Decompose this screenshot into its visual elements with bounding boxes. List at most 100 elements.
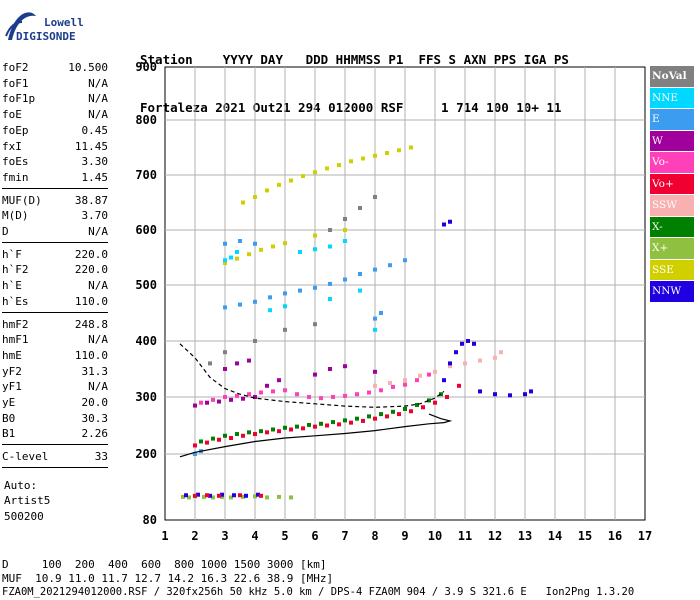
data-point [388,381,392,385]
param-row: fmin 1.45 [2,170,108,185]
data-point [463,361,467,366]
data-point [355,416,359,421]
data-point [205,493,209,498]
param-key: foF2 [2,61,29,74]
data-point [343,217,347,221]
data-point [283,425,287,430]
data-point [325,423,329,428]
legend-item: E [650,109,694,131]
param-value: 2.26 [81,427,109,441]
data-point [223,350,227,355]
data-point [265,495,269,500]
data-point [259,247,263,252]
param-separator [2,311,108,313]
data-point [379,412,383,417]
data-point [283,291,287,296]
param-key: fmin [2,170,29,184]
header-line1: Station YYYY DAY DDD HHMMSS P1 FFS S AXN… [140,52,569,67]
data-point [367,414,371,419]
data-point [493,392,497,397]
data-point [442,378,446,383]
data-point [298,288,302,293]
data-point [277,494,281,499]
param-separator [2,241,108,243]
y-tick-label: 80 [143,513,157,527]
data-point [313,322,317,327]
param-row: h`F2 220.0 [2,262,108,277]
data-point [529,389,533,394]
data-point [277,378,281,383]
x-tick-label: 6 [311,529,318,543]
data-point [289,495,293,500]
data-point [361,418,365,423]
data-point [205,440,209,445]
data-point [433,400,437,405]
param-separator [2,187,108,189]
data-point [223,305,227,310]
data-point [355,392,359,397]
data-point [331,420,335,425]
data-point [307,395,311,399]
param-key: B0 [2,411,16,425]
data-point [373,267,377,272]
param-row: foEs 3.30 [2,154,108,169]
data-point [367,390,371,395]
param-key: foF1p [2,92,36,106]
param-value: 30.3 [81,411,109,425]
data-point [343,228,347,232]
data-point [229,397,233,402]
data-point [493,355,497,360]
data-point [235,256,239,261]
data-point [217,399,221,404]
param-value: 110.0 [74,348,108,362]
data-point [271,244,275,249]
legend-item: Vo+ [650,173,694,195]
data-point [265,430,269,435]
param-value: 0.45 [81,123,109,137]
x-tick-label: 8 [371,529,378,543]
data-point [403,378,407,383]
param-value: 220.0 [74,263,108,277]
data-point [343,393,347,398]
data-point [328,228,332,232]
data-point [211,397,215,402]
data-point [253,494,257,499]
data-point [295,392,299,397]
param-row: yF2 31.3 [2,364,108,379]
data-point [478,358,482,363]
param-row: foF1 N/A [2,76,108,91]
data-point [235,393,239,398]
data-point [277,429,281,434]
data-point [373,153,377,158]
param-row: foE N/A [2,107,108,122]
data-point [313,285,317,290]
data-point [247,358,251,363]
x-tick-label: 12 [488,529,502,543]
data-point [253,195,257,199]
data-point [349,420,353,425]
param-row: C-level 33 [2,449,108,464]
logo-line2: DIGISONDE [16,30,76,43]
y-tick-label: 500 [135,278,157,292]
param-row: foF2 10.500 [2,60,108,75]
x-tick-label: 11 [458,529,472,543]
param-value: 1.45 [81,170,109,184]
y-tick-label: 900 [135,60,157,74]
x-tick-label: 3 [221,529,228,543]
data-point [301,174,305,179]
auto-scaler-line1: Auto: [4,478,38,492]
param-value: 3.30 [81,155,109,169]
data-point [307,422,311,427]
data-point [259,390,263,395]
data-point [343,364,347,369]
data-point [358,288,362,293]
data-point [313,170,317,175]
data-point [223,258,227,263]
data-point [313,424,317,429]
x-tick-label: 4 [251,529,258,543]
param-key: h`Es [2,294,29,308]
data-point [385,151,389,155]
x-tick-label: 5 [281,529,288,543]
data-point [328,297,332,301]
distance-line: D 100 200 400 600 800 1000 1500 3000 [km… [2,558,327,571]
